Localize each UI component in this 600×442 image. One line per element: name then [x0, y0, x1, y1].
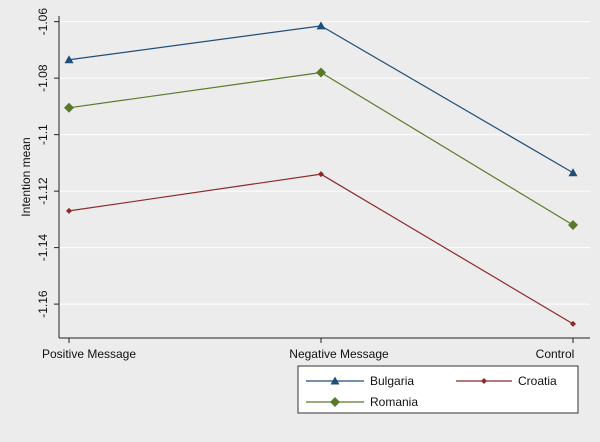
y-tick-label: -1.1 — [36, 124, 50, 145]
legend-item-romania: Romania — [306, 395, 418, 409]
legend-item-croatia: Croatia — [456, 374, 557, 388]
y-axis-label: Intention mean — [19, 137, 33, 216]
grid-lines — [59, 21, 590, 305]
legend-marker — [481, 378, 487, 384]
y-tick-label: -1.06 — [36, 8, 50, 36]
data-point — [318, 171, 324, 178]
legend-marker — [330, 397, 340, 407]
data-point — [66, 207, 72, 214]
data-point — [316, 67, 326, 78]
y-tick-label: -1.12 — [36, 177, 50, 205]
x-tick-label: Control — [536, 347, 575, 361]
legend-label: Croatia — [518, 374, 557, 388]
plot-area — [59, 16, 590, 338]
data-point — [570, 320, 576, 327]
x-ticks: Positive Message Negative Message Control — [42, 338, 574, 361]
legend-label: Bulgaria — [370, 374, 414, 388]
legend-item-bulgaria: Bulgaria — [306, 374, 414, 388]
x-tick-label: Negative Message — [289, 347, 389, 361]
series-romania — [64, 67, 578, 231]
legend-label: Romania — [370, 395, 418, 409]
legend: Bulgaria Croatia Romania — [297, 365, 579, 414]
data-point — [64, 102, 74, 113]
y-tick-label: -1.16 — [36, 290, 50, 318]
y-ticks: -1.06 -1.08 -1.1 -1.12 -1.14 -1.16 — [36, 8, 59, 318]
series — [64, 21, 578, 327]
data-point — [64, 55, 74, 64]
series-bulgaria — [64, 21, 578, 177]
x-tick-label: Positive Message — [42, 347, 136, 361]
axes — [58, 16, 590, 339]
data-point — [568, 168, 578, 177]
series-croatia — [66, 171, 576, 327]
data-point — [316, 21, 326, 30]
legend-marker — [330, 376, 340, 385]
legend-box — [297, 365, 579, 414]
data-point — [568, 220, 578, 231]
y-tick-label: -1.14 — [36, 234, 50, 262]
legend-items: Bulgaria Croatia Romania — [306, 374, 557, 409]
y-tick-label: -1.08 — [36, 64, 50, 92]
